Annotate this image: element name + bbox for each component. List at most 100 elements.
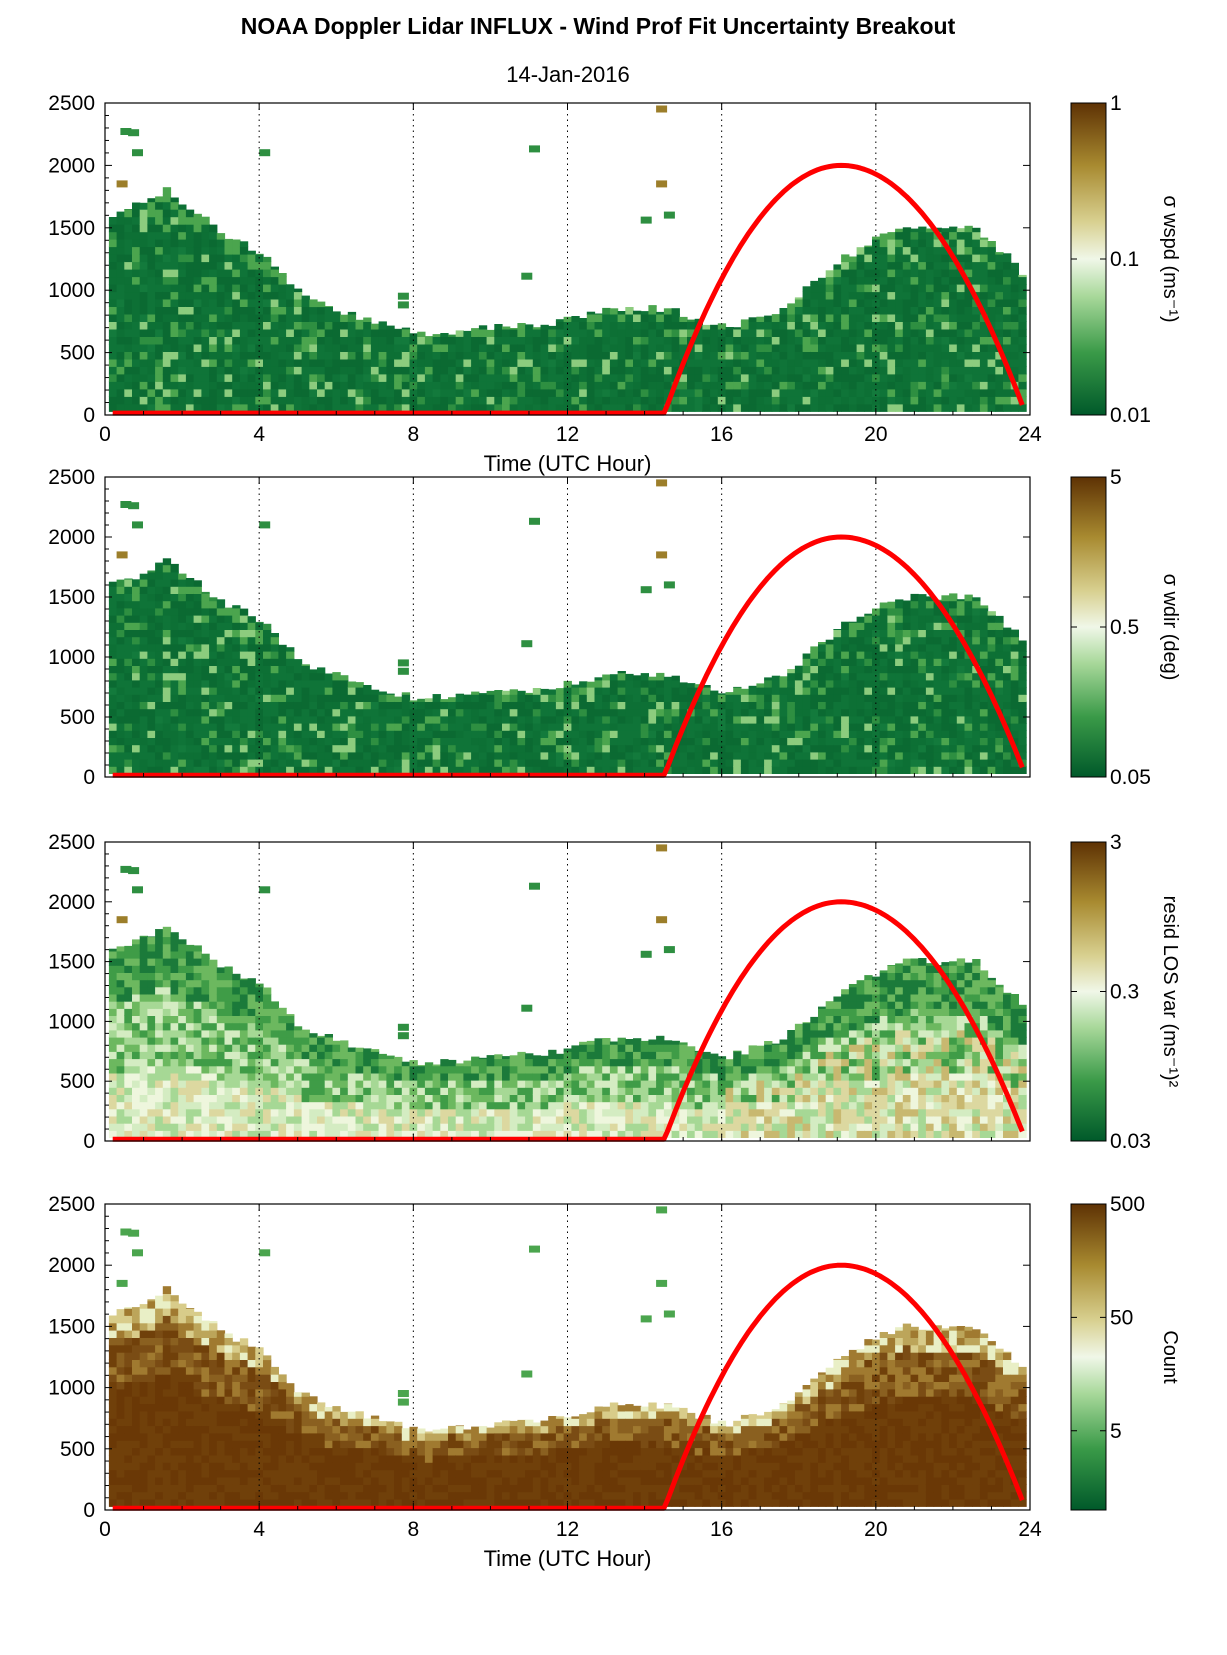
heatmap-cell [1018, 744, 1027, 753]
heatmap-cell [517, 403, 526, 412]
heatmap-cell [941, 261, 950, 270]
heatmap-cell [247, 1015, 256, 1024]
heatmap-cell [324, 306, 333, 307]
heatmap-cell [609, 759, 619, 767]
heatmap-cell [679, 403, 688, 412]
heatmap-cell [640, 751, 649, 760]
heatmap-cell [979, 358, 989, 367]
heatmap-cell [563, 708, 572, 717]
heatmap-cell [185, 313, 195, 322]
heatmap-cell [725, 328, 734, 337]
heatmap-cell [710, 694, 719, 702]
heatmap-cell [340, 730, 349, 738]
heatmap-cell [995, 636, 1004, 645]
heatmap-cell [424, 336, 434, 337]
heatmap-cell [193, 231, 202, 240]
heatmap-cell [108, 679, 118, 688]
heatmap-cell [841, 298, 850, 307]
heatmap-cell [648, 321, 657, 330]
heatmap-cell [633, 351, 642, 360]
heatmap-cell [201, 622, 210, 630]
heatmap-cell [162, 209, 172, 218]
heatmap-cell [185, 388, 195, 397]
heatmap-cell [185, 1087, 195, 1095]
heatmap-cell [193, 1036, 202, 1045]
heatmap-cell [941, 643, 950, 652]
heatmap-cell [178, 694, 187, 702]
heatmap-cell [517, 730, 526, 738]
heatmap-cell [139, 343, 148, 352]
heatmap-cell [656, 715, 665, 724]
heatmap-cell [155, 224, 164, 233]
heatmap-cell [517, 343, 526, 352]
heatmap-cell [286, 672, 295, 681]
heatmap-cell [132, 972, 141, 981]
heatmap-cell [448, 358, 457, 367]
heatmap-cell [155, 1094, 164, 1103]
heatmap-cell [879, 313, 888, 322]
heatmap-cell [972, 388, 981, 397]
heatmap-cell [879, 276, 888, 285]
heatmap-cell [239, 608, 249, 616]
heatmap-cell [841, 621, 850, 623]
heatmap-cell [108, 1001, 118, 1009]
heatmap-cell [972, 227, 981, 233]
heatmap-cell [263, 679, 272, 688]
heatmap-cell [424, 708, 434, 717]
heatmap-cell [162, 224, 172, 233]
heatmap-cell [879, 396, 888, 405]
heatmap-cell [972, 701, 981, 710]
heatmap-cell [178, 679, 187, 688]
heatmap-cell [185, 979, 195, 988]
heatmap-cell [910, 343, 919, 352]
heatmap-cell [239, 744, 249, 753]
heatmap-cell [633, 694, 642, 702]
heatmap-cell [833, 679, 842, 688]
heatmap-cell [586, 358, 596, 367]
heatmap-cell [216, 403, 226, 412]
heatmap-cell [116, 358, 125, 367]
heatmap-cell [933, 336, 942, 345]
heatmap-cell [216, 1101, 226, 1110]
heatmap-cell [787, 730, 796, 738]
heatmap-cell [640, 586, 652, 594]
heatmap-cell [132, 1130, 141, 1138]
heatmap-cell [748, 723, 757, 731]
heatmap-cell [640, 694, 649, 702]
heatmap-cell [239, 1072, 249, 1081]
heatmap-cell [825, 658, 834, 666]
heatmap-cell [417, 373, 426, 382]
heatmap-cell [756, 708, 765, 717]
heatmap-cell [263, 658, 272, 666]
heatmap-cell [317, 321, 326, 330]
y-tick-label: 1500 [48, 217, 95, 240]
heatmap-cell [401, 343, 411, 352]
heatmap-cell [771, 751, 781, 760]
heatmap-cell [216, 1065, 226, 1074]
heatmap-cell [278, 351, 287, 360]
heatmap-cell [239, 313, 249, 322]
heatmap-cell [155, 651, 164, 659]
heatmap-cell [640, 321, 649, 330]
heatmap-cell [517, 388, 526, 397]
heatmap-cell [633, 679, 642, 688]
heatmap-cell [1018, 723, 1027, 731]
heatmap-cell [301, 336, 310, 345]
heatmap-cell [910, 261, 919, 270]
heatmap-cell [895, 600, 904, 609]
heatmap-cell [502, 701, 511, 710]
heatmap-cell [794, 396, 804, 405]
heatmap-cell [170, 766, 179, 774]
heatmap-cell [841, 622, 850, 630]
heatmap-cell [1003, 629, 1012, 638]
heatmap-cell [239, 759, 249, 767]
heatmap-cell [224, 388, 233, 397]
heatmap-cell [263, 276, 272, 285]
heatmap-cell [941, 381, 950, 390]
heatmap-cell [170, 197, 179, 203]
heatmap-cell [178, 276, 187, 285]
heatmap-cell [1010, 328, 1019, 337]
heatmap-cell [964, 381, 973, 390]
heatmap-cell [1010, 766, 1019, 774]
heatmap-cell [694, 737, 703, 746]
